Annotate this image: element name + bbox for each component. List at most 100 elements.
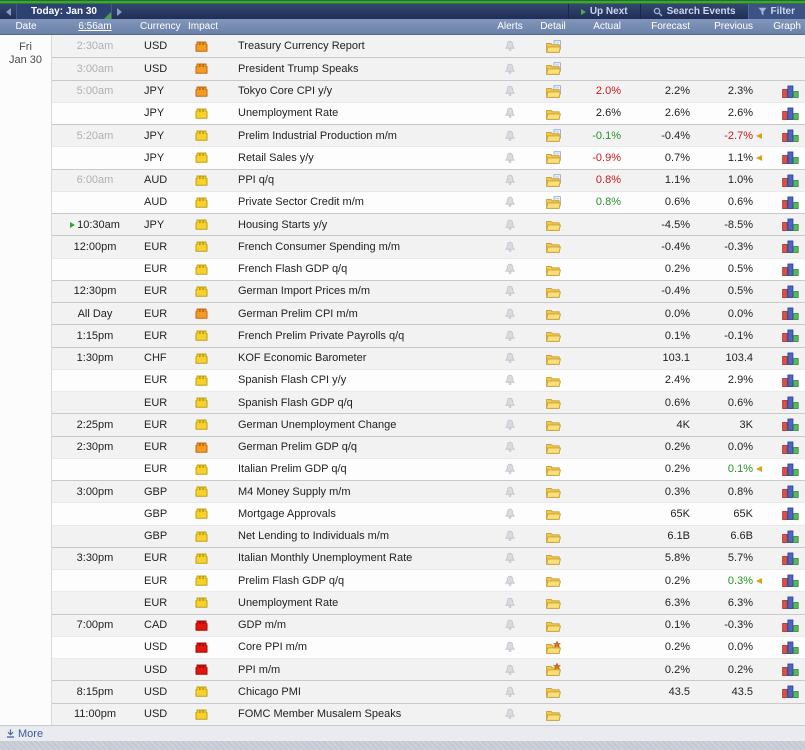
event-title[interactable]: Treasury Currency Report [238, 40, 365, 53]
impact-icon[interactable] [182, 353, 237, 364]
event-title[interactable]: Spanish Flash CPI y/y [238, 374, 347, 387]
alert-bell-icon[interactable] [480, 130, 540, 142]
event-title[interactable]: Mortgage Approvals [238, 507, 336, 520]
impact-icon[interactable] [182, 86, 237, 97]
detail-folder-icon[interactable] [533, 530, 573, 543]
current-time-link[interactable]: 6:56am [78, 21, 112, 32]
event-title[interactable]: German Import Prices m/m [238, 285, 371, 298]
impact-icon[interactable] [182, 41, 237, 52]
graph-icon[interactable] [766, 285, 805, 298]
alert-bell-icon[interactable] [480, 619, 540, 631]
graph-icon[interactable] [766, 307, 805, 321]
detail-doc-icon[interactable] [533, 39, 573, 53]
event-title[interactable]: Italian Prelim GDP q/q [238, 463, 347, 476]
previous-day-button[interactable] [0, 4, 16, 19]
alert-bell-icon[interactable] [480, 152, 540, 164]
alert-bell-icon[interactable] [480, 441, 540, 453]
alert-bell-icon[interactable] [480, 641, 540, 653]
impact-icon[interactable] [182, 330, 237, 342]
detail-folder-icon[interactable] [533, 485, 573, 498]
graph-icon[interactable] [766, 507, 805, 521]
graph-icon[interactable] [766, 263, 805, 276]
detail-folder-icon[interactable] [533, 708, 573, 721]
event-title[interactable]: M4 Money Supply m/m [238, 485, 351, 498]
alert-bell-icon[interactable] [480, 597, 540, 609]
event-title[interactable]: FOMC Member Musalem Speaks [238, 708, 402, 721]
event-title[interactable]: Housing Starts y/y [238, 218, 328, 231]
event-title[interactable]: Unemployment Rate [238, 107, 339, 120]
impact-icon[interactable] [182, 597, 237, 609]
alert-bell-icon[interactable] [480, 352, 540, 364]
detail-folder-icon[interactable] [533, 263, 573, 276]
graph-icon[interactable] [766, 485, 805, 499]
graph-icon[interactable] [766, 574, 805, 588]
graph-icon[interactable] [766, 596, 805, 610]
alert-bell-icon[interactable] [480, 219, 540, 231]
event-title[interactable]: Chicago PMI [238, 685, 301, 698]
impact-icon[interactable] [182, 108, 237, 119]
impact-icon[interactable] [182, 152, 237, 164]
detail-folder-icon[interactable] [533, 107, 573, 120]
impact-icon[interactable] [182, 709, 237, 720]
alert-bell-icon[interactable] [480, 85, 540, 97]
graph-icon[interactable] [766, 463, 805, 476]
detail-folder-icon[interactable] [533, 441, 573, 454]
impact-icon[interactable] [182, 130, 237, 141]
graph-icon[interactable] [766, 396, 805, 410]
detail-doc-icon[interactable] [533, 84, 573, 98]
event-title[interactable]: Core PPI m/m [238, 641, 308, 654]
impact-icon[interactable] [182, 442, 237, 453]
detail-folder-icon[interactable] [533, 574, 573, 587]
alert-bell-icon[interactable] [480, 664, 540, 676]
impact-icon[interactable] [182, 286, 237, 297]
impact-icon[interactable] [182, 575, 237, 586]
detail-doc-icon[interactable] [533, 129, 573, 142]
impact-icon[interactable] [182, 553, 237, 564]
event-title[interactable]: French Consumer Spending m/m [238, 240, 401, 253]
event-title[interactable]: PPI q/q [238, 174, 275, 187]
event-title[interactable]: German Prelim GDP q/q [238, 441, 358, 454]
impact-icon[interactable] [182, 620, 237, 631]
detail-folder-icon[interactable] [533, 329, 573, 343]
event-title[interactable]: Net Lending to Individuals m/m [238, 530, 390, 543]
event-title[interactable]: Tokyo Core CPI y/y [238, 85, 333, 98]
graph-icon[interactable] [766, 641, 805, 654]
detail-folder-icon[interactable] [533, 619, 573, 632]
search-events-button[interactable]: Search Events [639, 4, 748, 19]
impact-icon[interactable] [182, 508, 237, 520]
impact-icon[interactable] [182, 686, 237, 698]
impact-icon[interactable] [182, 241, 237, 253]
event-title[interactable]: Prelim Industrial Production m/m [238, 129, 397, 142]
alert-bell-icon[interactable] [480, 40, 540, 52]
impact-icon[interactable] [182, 197, 237, 208]
graph-icon[interactable] [766, 129, 805, 143]
event-title[interactable]: Private Sector Credit m/m [238, 196, 364, 209]
graph-icon[interactable] [766, 329, 805, 343]
impact-icon[interactable] [182, 63, 237, 75]
event-title[interactable]: German Unemployment Change [238, 418, 397, 431]
detail-folder-icon[interactable] [533, 507, 573, 521]
detail-folder-icon[interactable] [533, 552, 573, 565]
graph-icon[interactable] [766, 530, 805, 543]
graph-icon[interactable] [766, 352, 805, 365]
alert-bell-icon[interactable] [480, 330, 540, 342]
graph-icon[interactable] [766, 441, 805, 454]
detail-star-icon[interactable] [533, 640, 573, 654]
graph-icon[interactable] [766, 85, 805, 98]
detail-folder-icon[interactable] [533, 374, 573, 387]
event-title[interactable]: Italian Monthly Unemployment Rate [238, 552, 413, 565]
graph-icon[interactable] [766, 218, 805, 232]
graph-icon[interactable] [766, 196, 805, 209]
graph-icon[interactable] [766, 174, 805, 187]
graph-icon[interactable] [766, 151, 805, 165]
detail-folder-icon[interactable] [533, 418, 573, 432]
impact-icon[interactable] [182, 308, 237, 319]
detail-folder-icon[interactable] [533, 307, 573, 320]
event-title[interactable]: PPI m/m [238, 663, 281, 676]
detail-folder-icon[interactable] [533, 285, 573, 298]
event-title[interactable]: Spanish Flash GDP q/q [238, 396, 353, 409]
alert-bell-icon[interactable] [480, 419, 540, 431]
event-title[interactable]: GDP m/m [238, 619, 287, 632]
graph-icon[interactable] [766, 418, 805, 432]
alert-bell-icon[interactable] [480, 463, 540, 475]
